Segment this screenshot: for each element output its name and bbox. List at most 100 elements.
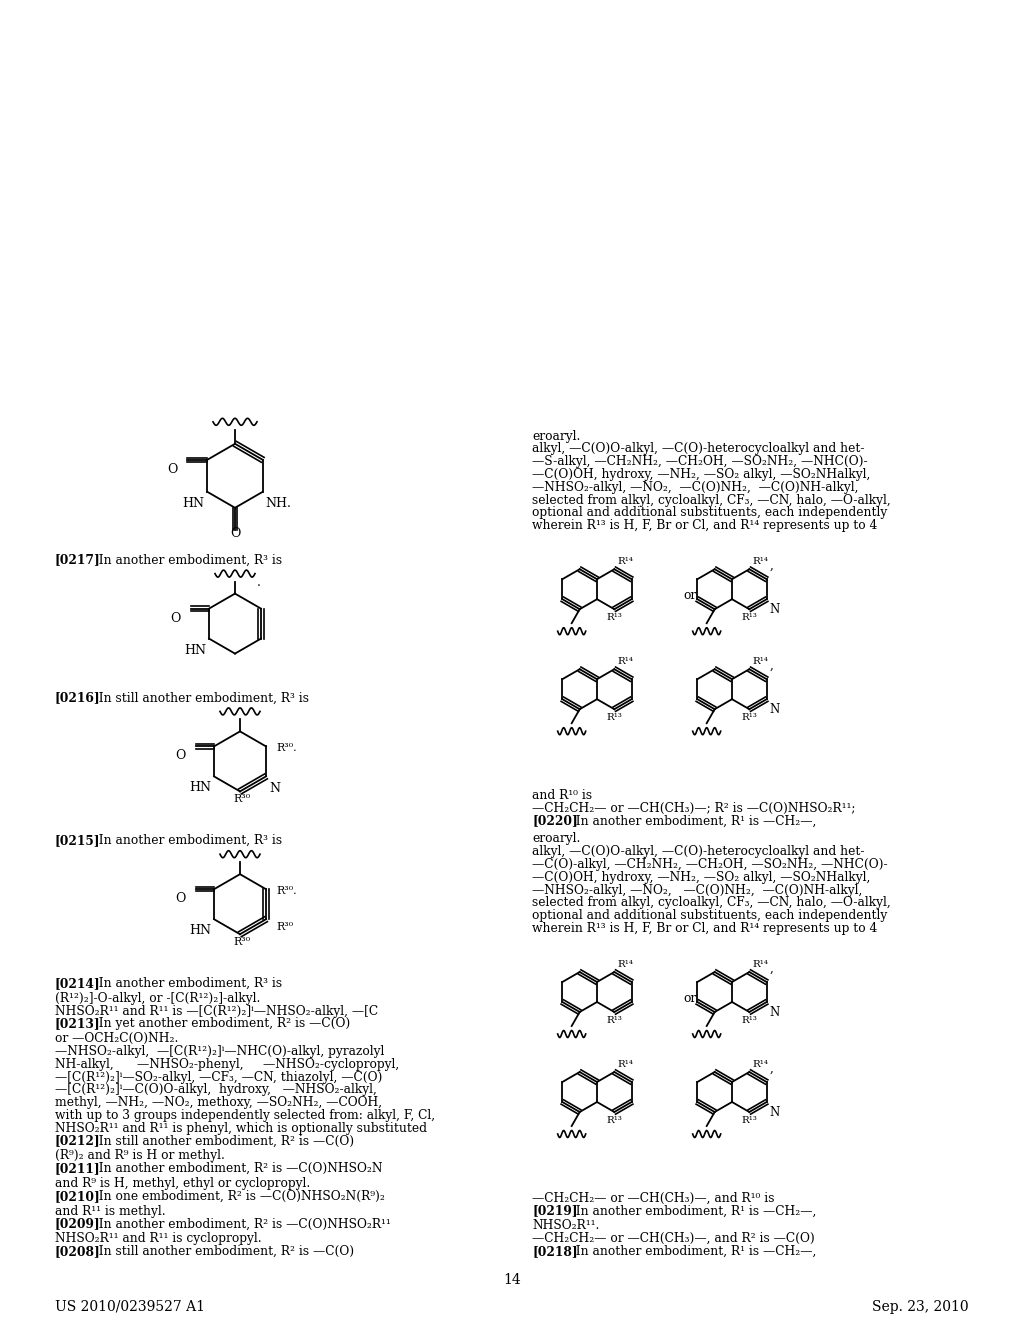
Text: HN: HN (189, 924, 211, 937)
Text: R¹³: R¹³ (606, 1115, 623, 1125)
Text: [0210]: [0210] (55, 1189, 100, 1203)
Text: R³⁰.: R³⁰. (276, 886, 297, 896)
Text: —S-alkyl, —CH₂NH₂, —CH₂OH, —SO₂NH₂, —NHC(O)-: —S-alkyl, —CH₂NH₂, —CH₂OH, —SO₂NH₂, —NHC… (532, 455, 867, 469)
Text: In another embodiment, R¹ is —CH₂—,: In another embodiment, R¹ is —CH₂—, (568, 1205, 816, 1217)
Text: O: O (176, 750, 186, 763)
Text: HN: HN (184, 644, 206, 656)
Text: In another embodiment, R³ is: In another embodiment, R³ is (91, 977, 283, 990)
Text: with up to 3 groups independently selected from: alkyl, F, Cl,: with up to 3 groups independently select… (55, 1109, 435, 1122)
Text: O: O (176, 892, 186, 906)
Text: wherein R¹³ is H, F, Br or Cl, and R¹⁴ represents up to 4: wherein R¹³ is H, F, Br or Cl, and R¹⁴ r… (532, 921, 878, 935)
Text: —[C(R¹²)₂]ⁱ—C(O)O-alkyl,  hydroxy,   —NHSO₂-alkyl,: —[C(R¹²)₂]ⁱ—C(O)O-alkyl, hydroxy, —NHSO₂… (55, 1084, 377, 1097)
Text: R¹³: R¹³ (606, 713, 623, 722)
Text: R¹³: R¹³ (741, 1115, 758, 1125)
Text: N: N (770, 1006, 780, 1019)
Text: In another embodiment, R³ is: In another embodiment, R³ is (91, 553, 283, 566)
Text: R¹⁴: R¹⁴ (617, 1060, 633, 1069)
Text: In yet another embodiment, R² is —C(O): In yet another embodiment, R² is —C(O) (91, 1018, 350, 1031)
Text: R³⁰: R³⁰ (233, 795, 251, 804)
Text: —C(O)-alkyl, —CH₂NH₂, —CH₂OH, —SO₂NH₂, —NHC(O)-: —C(O)-alkyl, —CH₂NH₂, —CH₂OH, —SO₂NH₂, —… (532, 858, 888, 871)
Text: ,: , (769, 659, 773, 672)
Text: —C(O)OH, hydroxy, —NH₂, —SO₂ alkyl, —SO₂NHalkyl,: —C(O)OH, hydroxy, —NH₂, —SO₂ alkyl, —SO₂… (532, 469, 870, 480)
Text: R³⁰.: R³⁰. (276, 743, 297, 754)
Text: R¹⁴: R¹⁴ (617, 557, 633, 566)
Text: R¹³: R¹³ (606, 614, 623, 622)
Text: methyl, —NH₂, —NO₂, methoxy, —SO₂NH₂, —COOH,: methyl, —NH₂, —NO₂, methoxy, —SO₂NH₂, —C… (55, 1096, 382, 1109)
Text: In still another embodiment, R² is —C(O): In still another embodiment, R² is —C(O) (91, 1135, 354, 1147)
Text: [0220]: [0220] (532, 814, 578, 828)
Text: [0219]: [0219] (532, 1205, 578, 1217)
Text: NHSO₂R¹¹ and R¹¹ is cyclopropyl.: NHSO₂R¹¹ and R¹¹ is cyclopropyl. (55, 1232, 261, 1245)
Text: O: O (229, 527, 241, 540)
Text: (R¹²)₂]-O-alkyl, or -[C(R¹²)₂]-alkyl.: (R¹²)₂]-O-alkyl, or -[C(R¹²)₂]-alkyl. (55, 991, 260, 1005)
Text: NHSO₂R¹¹.: NHSO₂R¹¹. (532, 1220, 599, 1233)
Text: N: N (770, 1106, 780, 1119)
Text: ,: , (769, 560, 773, 572)
Text: R¹⁴: R¹⁴ (753, 1060, 768, 1069)
Text: selected from alkyl, cycloalkyl, CF₃, —CN, halo, —O-alkyl,: selected from alkyl, cycloalkyl, CF₃, —C… (532, 896, 891, 909)
Text: R¹⁴: R¹⁴ (753, 657, 768, 667)
Text: eroaryl.: eroaryl. (532, 429, 581, 442)
Text: —NHSO₂-alkyl, —NO₂,   —C(O)NH₂,  —C(O)NH-alkyl,: —NHSO₂-alkyl, —NO₂, —C(O)NH₂, —C(O)NH-al… (532, 883, 862, 896)
Text: selected from alkyl, cycloalkyl, CF₃, —CN, halo, —O-alkyl,: selected from alkyl, cycloalkyl, CF₃, —C… (532, 494, 891, 507)
Text: —NHSO₂-alkyl,  —[C(R¹²)₂]ⁱ—NHC(O)-alkyl, pyrazolyl: —NHSO₂-alkyl, —[C(R¹²)₂]ⁱ—NHC(O)-alkyl, … (55, 1045, 384, 1059)
Text: R¹⁴: R¹⁴ (753, 960, 768, 969)
Text: [0215]: [0215] (55, 834, 100, 847)
Text: [0211]: [0211] (55, 1162, 100, 1175)
Text: R¹³: R¹³ (741, 1016, 758, 1026)
Text: optional and additional substituents, each independently: optional and additional substituents, ea… (532, 507, 887, 519)
Text: or —OCH₂C(O)NH₂.: or —OCH₂C(O)NH₂. (55, 1032, 178, 1045)
Text: .: . (257, 576, 261, 589)
Text: ,: , (769, 1063, 773, 1074)
Text: In still another embodiment, R³ is: In still another embodiment, R³ is (91, 692, 309, 705)
Text: Sep. 23, 2010: Sep. 23, 2010 (872, 1300, 969, 1313)
Text: In another embodiment, R¹ is —CH₂—,: In another embodiment, R¹ is —CH₂—, (568, 814, 816, 828)
Text: In one embodiment, R² is —C(O)NHSO₂N(R⁹)₂: In one embodiment, R² is —C(O)NHSO₂N(R⁹)… (91, 1189, 385, 1203)
Text: NH-alkyl,      —NHSO₂-phenyl,     —NHSO₂-cyclopropyl,: NH-alkyl, —NHSO₂-phenyl, —NHSO₂-cyclopro… (55, 1057, 399, 1071)
Text: [0209]: [0209] (55, 1217, 100, 1230)
Text: alkyl, —C(O)O-alkyl, —C(O)-heterocycloalkyl and het-: alkyl, —C(O)O-alkyl, —C(O)-heterocycloal… (532, 845, 864, 858)
Text: R³⁰: R³⁰ (276, 923, 293, 932)
Text: 14: 14 (503, 1272, 521, 1287)
Text: —C(O)OH, hydroxy, —NH₂, —SO₂ alkyl, —SO₂NHalkyl,: —C(O)OH, hydroxy, —NH₂, —SO₂ alkyl, —SO₂… (532, 871, 870, 884)
Text: and R⁹ is H, methyl, ethyl or cyclopropyl.: and R⁹ is H, methyl, ethyl or cyclopropy… (55, 1177, 310, 1191)
Text: N: N (770, 704, 780, 717)
Text: [0217]: [0217] (55, 553, 100, 566)
Text: [0208]: [0208] (55, 1245, 100, 1258)
Text: R³⁰: R³⁰ (233, 937, 251, 948)
Text: R¹³: R¹³ (741, 614, 758, 622)
Text: —CH₂CH₂— or —CH(CH₃)—, and R² is —C(O): —CH₂CH₂— or —CH(CH₃)—, and R² is —C(O) (532, 1232, 815, 1245)
Text: or: or (683, 993, 696, 1005)
Text: US 2010/0239527 A1: US 2010/0239527 A1 (55, 1300, 205, 1313)
Text: O: O (171, 611, 181, 624)
Text: —NHSO₂-alkyl, —NO₂,  —C(O)NH₂,  —C(O)NH-alkyl,: —NHSO₂-alkyl, —NO₂, —C(O)NH₂, —C(O)NH-al… (532, 480, 858, 494)
Text: (R⁹)₂ and R⁹ is H or methyl.: (R⁹)₂ and R⁹ is H or methyl. (55, 1150, 225, 1163)
Text: N: N (770, 603, 780, 616)
Text: —CH₂CH₂— or —CH(CH₃)—, and R¹⁰ is: —CH₂CH₂— or —CH(CH₃)—, and R¹⁰ is (532, 1192, 774, 1205)
Text: N: N (269, 783, 280, 796)
Text: [0213]: [0213] (55, 1018, 100, 1031)
Text: R¹³: R¹³ (606, 1016, 623, 1026)
Text: or: or (683, 589, 696, 602)
Text: In still another embodiment, R² is —C(O): In still another embodiment, R² is —C(O) (91, 1245, 354, 1258)
Text: wherein R¹³ is H, F, Br or Cl, and R¹⁴ represents up to 4: wherein R¹³ is H, F, Br or Cl, and R¹⁴ r… (532, 519, 878, 532)
Text: O: O (167, 463, 177, 475)
Text: NH.: NH. (265, 496, 292, 510)
Text: [0218]: [0218] (532, 1245, 578, 1258)
Text: R¹⁴: R¹⁴ (753, 557, 768, 566)
Text: In another embodiment, R² is —C(O)NHSO₂N: In another embodiment, R² is —C(O)NHSO₂N (91, 1162, 383, 1175)
Text: R¹⁴: R¹⁴ (617, 657, 633, 667)
Text: In another embodiment, R¹ is —CH₂—,: In another embodiment, R¹ is —CH₂—, (568, 1245, 816, 1258)
Text: HN: HN (189, 781, 211, 795)
Text: HN: HN (182, 496, 204, 510)
Text: —CH₂CH₂— or —CH(CH₃)—; R² is —C(O)NHSO₂R¹¹;: —CH₂CH₂— or —CH(CH₃)—; R² is —C(O)NHSO₂R… (532, 801, 855, 814)
Text: and R¹¹ is methyl.: and R¹¹ is methyl. (55, 1205, 166, 1217)
Text: In another embodiment, R² is —C(O)NHSO₂R¹¹: In another embodiment, R² is —C(O)NHSO₂R… (91, 1217, 391, 1230)
Text: [0216]: [0216] (55, 692, 100, 705)
Text: NHSO₂R¹¹ and R¹¹ is —[C(R¹²)₂]ⁱ—NHSO₂-alkyl, —[C: NHSO₂R¹¹ and R¹¹ is —[C(R¹²)₂]ⁱ—NHSO₂-al… (55, 1005, 378, 1018)
Text: [0212]: [0212] (55, 1135, 100, 1147)
Text: In another embodiment, R³ is: In another embodiment, R³ is (91, 834, 283, 847)
Text: eroaryl.: eroaryl. (532, 833, 581, 845)
Text: [0214]: [0214] (55, 977, 100, 990)
Text: and R¹⁰ is: and R¹⁰ is (532, 789, 592, 803)
